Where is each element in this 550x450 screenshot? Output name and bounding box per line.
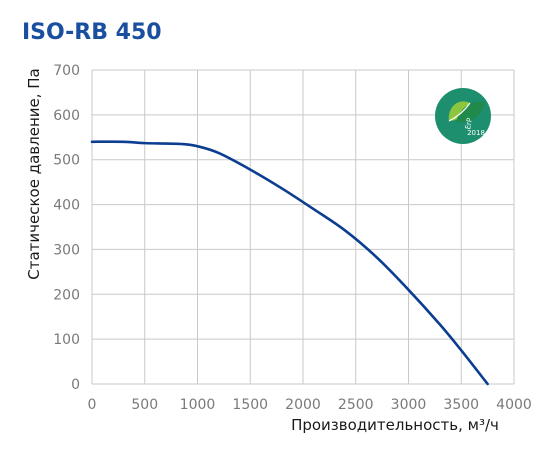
x-tick-label: 3000: [391, 397, 427, 413]
x-tick-label: 4000: [496, 397, 532, 413]
tick-labels: 0 500 1000 1500 2000 2500 3000 3500 4000 0 100 200 3…: [53, 63, 532, 413]
y-axis-label: Статическое давление, Па: [25, 68, 43, 279]
y-tick-label: 200: [53, 287, 80, 303]
badge-line1: ErP: [464, 117, 474, 130]
y-tick-label: 400: [53, 198, 80, 214]
y-tick-label: 600: [53, 108, 80, 124]
chart-title: ISO-RB 450: [22, 20, 162, 45]
y-tick-label: 700: [53, 63, 80, 79]
x-tick-label: 1500: [232, 397, 268, 413]
x-tick-label: 3500: [443, 397, 479, 413]
x-tick-label: 2500: [338, 397, 374, 413]
y-tick-label: 500: [53, 153, 80, 169]
fan-curve-line: [90, 140, 489, 386]
y-tick-label: 300: [53, 242, 80, 258]
badge-line2: 2018: [467, 129, 485, 137]
y-tick-label: 100: [53, 332, 80, 348]
x-tick-label: 2000: [285, 397, 321, 413]
x-tick-label: 500: [131, 397, 158, 413]
x-tick-label: 0: [88, 397, 97, 413]
erp-2018-leaf-badge-icon: ErP 2018: [435, 88, 491, 144]
x-axis-label: Производительность, м³/ч: [291, 416, 499, 434]
y-tick-label: 0: [71, 377, 80, 393]
x-tick-label: 1000: [180, 397, 216, 413]
series: [90, 140, 489, 386]
